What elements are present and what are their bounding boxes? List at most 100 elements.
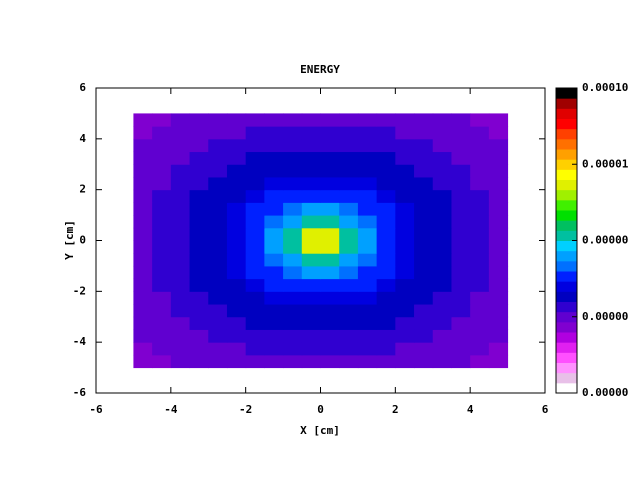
heatmap-cell [152, 113, 172, 127]
heatmap-cell [357, 164, 378, 178]
heatmap-cell [320, 202, 340, 216]
heatmap-cell [301, 316, 321, 330]
heatmap-cell [470, 176, 490, 191]
y-tick-label: -6 [73, 386, 87, 399]
heatmap-cell [395, 189, 415, 203]
heatmap-cell [488, 227, 509, 241]
heatmap-cell [208, 126, 228, 140]
heatmap-cell [451, 265, 471, 280]
heatmap-cell [301, 138, 321, 153]
heatmap-cell [357, 189, 378, 203]
heatmap-cell [226, 342, 247, 356]
heatmap-cell [357, 278, 378, 292]
y-tick-label: 0 [79, 234, 86, 247]
colorbar-band [556, 260, 577, 272]
colorbar-band [556, 311, 577, 323]
colorbar-tick-label: 0.00000 [582, 310, 628, 323]
heatmap-cell [320, 164, 340, 178]
heatmap-cell [133, 278, 153, 292]
y-tick-label: -2 [73, 284, 86, 297]
heatmap-cell [320, 291, 340, 305]
heatmap-cell [432, 278, 452, 292]
heatmap-cell [264, 176, 284, 191]
heatmap-cell [432, 240, 452, 254]
colorbar-band [556, 88, 577, 99]
heatmap-cell [264, 138, 284, 153]
heatmap-cell [283, 304, 303, 318]
heatmap-cell [245, 265, 265, 280]
y-tick-label: 4 [79, 132, 86, 145]
heatmap-cell [432, 151, 452, 165]
heatmap-cell [170, 126, 191, 140]
heatmap-cell [488, 151, 509, 165]
heatmap-cell [226, 354, 247, 369]
heatmap-cell [264, 304, 284, 318]
heatmap-cell [451, 189, 471, 203]
heatmap-cell [170, 342, 191, 356]
heatmap-cell [339, 304, 359, 318]
heatmap-cell [357, 316, 378, 330]
heatmap-cell [301, 202, 321, 216]
heatmap-cell [226, 215, 247, 229]
heatmap-cell [376, 329, 396, 343]
heatmap-cell [301, 304, 321, 318]
heatmap-cell [357, 342, 378, 356]
heatmap-cell [470, 215, 490, 229]
heatmap-cell [283, 138, 303, 153]
heatmap-cell [283, 354, 303, 369]
heatmap-cell [189, 291, 209, 305]
heatmap-cell [395, 304, 415, 318]
heatmap-cell [320, 113, 340, 127]
heatmap-cell [264, 189, 284, 203]
heatmap-cell [226, 113, 247, 127]
heatmap-cell [320, 265, 340, 280]
heatmap-cell [133, 253, 153, 267]
heatmap-cell [339, 342, 359, 356]
colorbar-band [556, 159, 577, 170]
heatmap-cell [320, 354, 340, 369]
heatmap-cell [208, 227, 228, 241]
colorbar-band [556, 372, 577, 384]
heatmap-cell [245, 253, 265, 267]
heatmap-cell [152, 164, 172, 178]
heatmap-cell [133, 304, 153, 318]
heatmap-cell [283, 316, 303, 330]
heatmap-cell [470, 342, 490, 356]
heatmap-cell [339, 316, 359, 330]
heatmap-cell [488, 342, 509, 356]
heatmap-cell [133, 316, 153, 330]
heatmap-cell [414, 113, 434, 127]
heatmap-cell [208, 253, 228, 267]
heatmap-cell [283, 189, 303, 203]
heatmap-cell [226, 278, 247, 292]
heatmap-cell [470, 227, 490, 241]
heatmap-cell [414, 176, 434, 191]
heatmap-cell [432, 164, 452, 178]
heatmap-cell [264, 240, 284, 254]
heatmap-cell [470, 291, 490, 305]
heatmap-cell [170, 164, 191, 178]
heatmap-cell [226, 329, 247, 343]
heatmap-cell [451, 227, 471, 241]
heatmap-cell [245, 189, 265, 203]
x-tick-label: -6 [89, 403, 103, 416]
heatmap-cell [301, 291, 321, 305]
heatmap-cell [152, 329, 172, 343]
heatmap-cell [357, 138, 378, 153]
heatmap-cell [152, 291, 172, 305]
heatmap-cell [414, 240, 434, 254]
heatmap-cell [189, 164, 209, 178]
heatmap-cell [152, 176, 172, 191]
colorbar-band [556, 210, 577, 221]
heatmap-cell [488, 304, 509, 318]
heatmap-cell [133, 215, 153, 229]
x-tick-label: 2 [392, 403, 399, 416]
heatmap-cell [470, 304, 490, 318]
heatmap-cell [189, 265, 209, 280]
x-tick-label: -2 [239, 403, 252, 416]
heatmap-cell [414, 304, 434, 318]
heatmap-cell [152, 253, 172, 267]
heatmap-cell [152, 138, 172, 153]
heatmap-cell [226, 126, 247, 140]
heatmap-cell [395, 215, 415, 229]
